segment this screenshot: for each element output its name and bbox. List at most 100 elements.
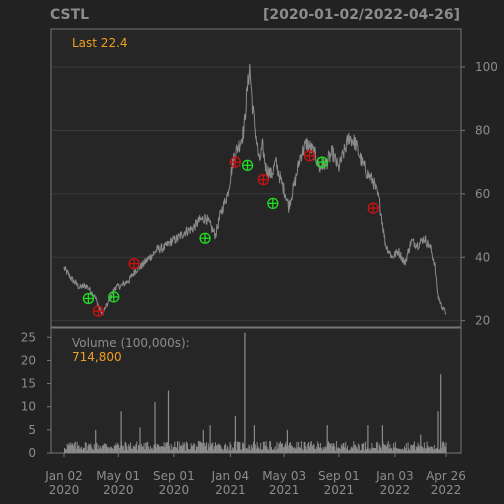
sell-marker: [229, 156, 241, 168]
volume-bar: [189, 449, 191, 453]
volume-bar: [342, 443, 344, 453]
volume-bar: [302, 450, 304, 453]
volume-bar: [413, 441, 415, 453]
volume-bar: [71, 444, 73, 453]
volume-bar: [101, 448, 103, 453]
volume-bar: [412, 445, 414, 453]
volume-bar: [366, 449, 367, 453]
volume-bar: [267, 449, 269, 453]
volume-bar: [73, 443, 75, 453]
volume-bar: [424, 447, 426, 453]
volume-bar: [396, 448, 398, 453]
chart-title: CSTL: [50, 7, 89, 23]
volume-bar: [403, 450, 405, 453]
volume-bar: [131, 448, 133, 453]
volume-bar: [297, 447, 299, 453]
volume-bar: [404, 446, 405, 453]
volume-bar: [427, 445, 429, 453]
volume-bar: [330, 443, 332, 453]
volume-bar: [435, 448, 437, 453]
volume-bar: [208, 446, 210, 453]
volume-bar: [186, 441, 188, 453]
volume-bar: [445, 442, 447, 453]
volume-bar: [364, 450, 366, 453]
volume-bar: [230, 444, 232, 453]
volume-bar: [185, 450, 187, 453]
volume-bar: [67, 445, 69, 453]
volume-bar: [394, 447, 395, 453]
volume-bar: [99, 448, 101, 453]
volume-bar: [405, 443, 407, 453]
volume-bar: [438, 450, 440, 453]
volume-bar: [376, 441, 378, 453]
volume-bar: [130, 448, 132, 453]
volume-bar: [259, 449, 261, 453]
volume-bar: [84, 442, 86, 453]
volume-bar: [72, 443, 74, 453]
volume-bar: [221, 448, 223, 453]
buy-marker: [108, 291, 120, 303]
volume-bar: [348, 449, 350, 453]
volume-bar: [236, 441, 238, 453]
volume-bar: [304, 442, 306, 453]
volume-bar: [317, 441, 319, 453]
price-grid: [52, 66, 460, 322]
volume-bar: [350, 447, 352, 453]
volume-bar: [109, 448, 111, 453]
volume-bar: [132, 445, 134, 453]
volume-bar: [400, 449, 402, 453]
volume-bar: [310, 441, 312, 453]
volume-bar: [312, 445, 314, 453]
volume-bar: [216, 445, 218, 453]
price-y-tick-label: 60: [475, 187, 490, 201]
price-y-tick-label: 80: [475, 123, 490, 137]
volume-bar: [429, 446, 431, 453]
volume-bar: [266, 446, 268, 453]
volume-bar: [288, 445, 290, 453]
volume-bar: [198, 441, 200, 453]
volume-bar: [268, 449, 270, 453]
volume-bar: [76, 441, 78, 453]
volume-bar: [225, 449, 227, 453]
volume-bar: [83, 447, 85, 453]
volume-bar: [375, 442, 377, 453]
volume-bar: [281, 443, 283, 453]
volume-bar: [374, 448, 376, 453]
volume-bar: [411, 444, 413, 453]
volume-bar: [130, 442, 131, 453]
volume-bar: [177, 441, 178, 453]
volume-bar: [188, 449, 190, 453]
volume-y-axis: 0 5 10 15 20 25: [21, 330, 51, 460]
volume-bar: [92, 448, 93, 453]
sell-marker: [303, 150, 316, 162]
volume-bar: [347, 445, 348, 453]
volume-bar: [343, 443, 345, 453]
volume-bar: [242, 442, 244, 453]
volume-bar: [409, 450, 411, 453]
volume-bar: [254, 444, 256, 453]
volume-bar: [386, 443, 388, 453]
volume-bar: [298, 442, 300, 453]
buy-marker: [199, 232, 211, 244]
x-tick-label-year: 2020: [49, 483, 80, 497]
volume-bar: [112, 448, 114, 453]
volume-bar: [300, 441, 302, 453]
volume-bar: [322, 446, 324, 453]
volume-bar: [252, 447, 254, 453]
volume-bar: [246, 447, 248, 453]
volume-bar: [122, 445, 124, 453]
volume-bar: [196, 446, 197, 453]
volume-bar: [127, 450, 129, 453]
volume-bar: [65, 449, 67, 453]
volume-bar: [373, 447, 375, 453]
volume-bar: [218, 443, 220, 453]
volume-bar: [430, 446, 432, 453]
volume-bar: [419, 446, 421, 453]
volume-spike-bar: [420, 434, 422, 453]
volume-bar: [360, 449, 362, 453]
volume-bar: [318, 443, 320, 453]
volume-bar: [413, 444, 414, 453]
volume-bar: [224, 443, 226, 453]
volume-spike-bar: [253, 425, 255, 453]
volume-bar: [404, 448, 406, 453]
